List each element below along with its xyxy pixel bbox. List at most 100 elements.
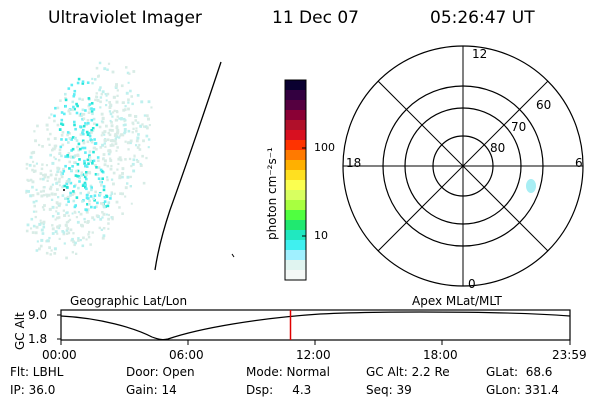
aurora-pixel xyxy=(101,211,104,214)
aurora-pixel xyxy=(56,225,59,229)
aurora-pixel xyxy=(72,192,76,195)
aurora-pixel xyxy=(105,194,108,198)
aurora-pixel xyxy=(71,251,74,254)
aurora-pixel xyxy=(93,218,96,221)
aurora-pixel xyxy=(120,84,124,88)
colorbar-cell xyxy=(285,130,306,141)
aurora-pixel xyxy=(87,122,90,125)
aurora-pixel xyxy=(81,200,84,203)
aurora-pixel xyxy=(116,168,119,171)
aurora-pixel xyxy=(127,81,130,84)
aurora-pixel xyxy=(85,130,89,134)
aurora-pixel xyxy=(105,99,108,102)
aurora-pixel xyxy=(75,111,79,115)
aurora-pixel xyxy=(103,200,107,203)
aurora-pixel xyxy=(102,205,106,208)
aurora-pixel xyxy=(109,112,113,116)
timeline-x-tick-1: 06:00 xyxy=(169,348,204,362)
aurora-pixel xyxy=(69,191,72,195)
aurora-pixel xyxy=(42,177,45,181)
aurora-pixel xyxy=(116,146,119,149)
aurora-pixel xyxy=(42,208,46,211)
aurora-pixel xyxy=(73,155,76,158)
aurora-pixel xyxy=(49,253,52,256)
aurora-pixel xyxy=(81,98,84,101)
aurora-pixel xyxy=(77,77,81,81)
aurora-pixel xyxy=(82,128,85,132)
aurora-pixel xyxy=(65,256,68,260)
aurora-pixel xyxy=(40,238,44,242)
aurora-pixel xyxy=(77,186,80,190)
aurora-pixel xyxy=(60,118,64,122)
aurora-pixel xyxy=(79,125,82,128)
aurora-pixel xyxy=(116,115,119,118)
aurora-pixel xyxy=(86,140,90,144)
aurora-pixel xyxy=(103,67,107,71)
aurora-pixel xyxy=(67,141,70,144)
aurora-pixel xyxy=(102,227,106,230)
aurora-pixel xyxy=(124,195,127,198)
aurora-pixel xyxy=(32,210,36,213)
aurora-pixel xyxy=(147,138,151,141)
aurora-pixel xyxy=(77,239,80,242)
aurora-pixel xyxy=(29,155,33,159)
timeline-y-tick-top: 9.0 xyxy=(28,308,48,322)
aurora-pixel xyxy=(57,196,60,199)
aurora-pixel xyxy=(76,169,80,173)
aurora-pixel xyxy=(49,153,52,157)
aurora-pixel xyxy=(124,108,127,111)
aurora-pixel xyxy=(118,136,121,139)
aurora-pixel xyxy=(143,125,146,128)
aurora-pixel xyxy=(73,210,76,213)
aurora-pixel xyxy=(35,162,38,165)
aurora-pixel xyxy=(28,163,32,167)
aurora-pixel xyxy=(39,177,42,181)
aurora-pixel xyxy=(110,178,114,181)
aurora-pixel xyxy=(32,160,35,163)
aurora-pixel xyxy=(107,213,110,217)
aurora-pixel xyxy=(100,112,104,116)
aurora-pixel xyxy=(50,173,53,176)
aurora-pixel xyxy=(46,195,49,198)
colorbar-cell xyxy=(285,150,306,161)
time-label: 05:26:47 UT xyxy=(430,8,535,28)
aurora-pixel xyxy=(60,134,64,137)
aurora-pixel xyxy=(118,117,121,120)
aurora-pixel xyxy=(92,150,95,154)
aurora-pixel xyxy=(104,145,107,148)
aurora-pixel xyxy=(119,176,122,179)
aurora-pixel xyxy=(62,232,66,236)
aurora-pixel xyxy=(82,113,86,116)
aurora-pixel xyxy=(96,173,100,176)
aurora-pixel xyxy=(126,71,130,75)
aurora-pixel xyxy=(56,202,59,205)
aurora-pixel xyxy=(110,192,114,195)
aurora-pixel xyxy=(95,123,99,127)
aurora-pixel xyxy=(138,148,142,151)
aurora-pixel xyxy=(120,133,123,137)
aurora-pixel xyxy=(139,164,143,167)
aurora-pixel xyxy=(59,99,62,102)
aurora-pixel xyxy=(111,115,114,118)
aurora-pixel xyxy=(61,185,65,188)
colorbar-cell xyxy=(285,100,306,111)
aurora-pixel xyxy=(32,224,36,228)
aurora-pixel xyxy=(41,206,45,209)
aurora-pixel xyxy=(76,145,79,149)
aurora-pixel xyxy=(139,125,142,128)
aurora-pixel xyxy=(49,132,52,136)
aurora-pixel xyxy=(95,205,98,208)
aurora-pixel xyxy=(31,231,35,234)
aurora-pixel xyxy=(38,247,41,251)
aurora-pixel xyxy=(65,180,69,183)
aurora-pixel xyxy=(54,218,57,221)
aurora-pixel xyxy=(65,186,69,189)
aurora-pixel xyxy=(91,231,94,234)
aurora-pixel xyxy=(132,127,135,130)
aurora-pixel xyxy=(142,181,146,185)
timeline-x-tick-4: 23:59 xyxy=(552,348,587,362)
aurora-pixel xyxy=(35,225,39,229)
colorbar-cell xyxy=(285,260,306,271)
